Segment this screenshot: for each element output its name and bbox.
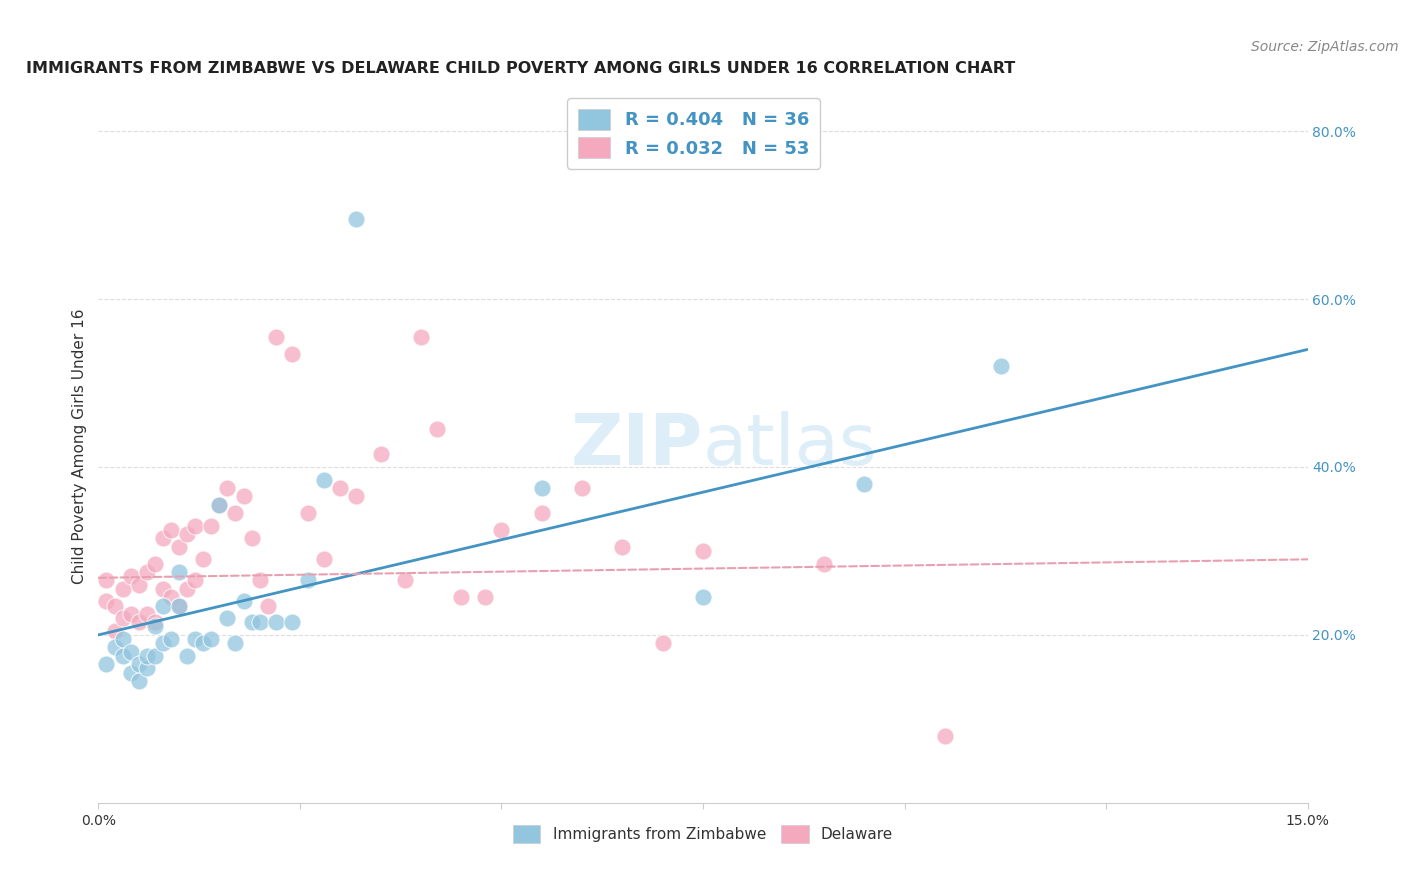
Point (409, 330, 432, 344)
Point (297, 574, 319, 588)
Point (103, 624, 125, 638)
Point (240, 532, 263, 546)
Point (96, 657, 118, 672)
Point (491, 523, 513, 537)
Point (217, 481, 239, 495)
Point (176, 648, 198, 663)
Point (143, 615, 166, 630)
Point (111, 632, 134, 646)
Point (934, 729, 956, 743)
Point (232, 489, 254, 503)
Point (143, 619, 166, 633)
Point (152, 582, 174, 596)
Point (143, 557, 166, 571)
Point (530, 481, 553, 495)
Point (176, 582, 198, 596)
Point (167, 540, 190, 554)
Point (426, 422, 449, 436)
Point (224, 506, 246, 520)
Point (184, 518, 207, 533)
Point (120, 569, 142, 583)
Point (224, 636, 246, 650)
Point (167, 599, 190, 613)
Point (167, 599, 190, 613)
Point (128, 577, 150, 591)
Point (208, 498, 231, 512)
Point (160, 523, 183, 537)
Point (344, 489, 367, 503)
Point (184, 632, 207, 646)
Point (103, 599, 125, 613)
Point (167, 565, 190, 579)
Point (314, 552, 336, 566)
Text: Source: ZipAtlas.com: Source: ZipAtlas.com (1251, 40, 1399, 54)
Text: atlas: atlas (703, 411, 877, 481)
Point (128, 657, 150, 672)
Point (111, 648, 134, 663)
Point (152, 532, 174, 546)
Point (200, 632, 222, 646)
Point (314, 473, 336, 487)
Point (128, 674, 150, 689)
Text: IMMIGRANTS FROM ZIMBABWE VS DELAWARE CHILD POVERTY AMONG GIRLS UNDER 16 CORRELAT: IMMIGRANTS FROM ZIMBABWE VS DELAWARE CHI… (25, 61, 1015, 76)
Point (651, 636, 673, 650)
Point (240, 615, 263, 630)
Point (152, 636, 174, 650)
Point (450, 590, 472, 604)
Text: ZIP: ZIP (571, 411, 703, 481)
Point (111, 611, 134, 625)
Point (176, 527, 198, 541)
Point (990, 359, 1012, 374)
Point (394, 574, 416, 588)
Point (111, 582, 134, 596)
Point (232, 594, 254, 608)
Point (96, 594, 118, 608)
Point (474, 590, 496, 604)
Point (135, 607, 157, 621)
Point (217, 611, 239, 625)
Point (184, 574, 207, 588)
Point (297, 506, 319, 520)
Point (344, 212, 367, 227)
Point (530, 506, 553, 520)
Point (208, 498, 231, 512)
Point (96, 574, 118, 588)
Point (692, 590, 714, 604)
Point (160, 632, 183, 646)
Point (152, 599, 174, 613)
Point (264, 330, 287, 344)
Point (281, 346, 304, 360)
Point (853, 476, 876, 491)
Point (200, 518, 222, 533)
Point (281, 615, 304, 630)
Legend: Immigrants from Zimbabwe, Delaware: Immigrants from Zimbabwe, Delaware (503, 816, 903, 852)
Point (120, 607, 142, 621)
Point (143, 648, 166, 663)
Point (135, 565, 157, 579)
Point (193, 636, 215, 650)
Point (135, 648, 157, 663)
Point (264, 615, 287, 630)
Y-axis label: Child Poverty Among Girls Under 16: Child Poverty Among Girls Under 16 (72, 309, 87, 583)
Point (329, 481, 352, 495)
Point (692, 544, 714, 558)
Point (103, 640, 125, 655)
Point (249, 574, 271, 588)
Point (120, 645, 142, 659)
Point (160, 590, 183, 604)
Point (813, 557, 835, 571)
Point (370, 447, 392, 461)
Point (256, 599, 278, 613)
Point (120, 665, 142, 680)
Point (128, 615, 150, 630)
Point (571, 481, 593, 495)
Point (612, 540, 634, 554)
Point (135, 661, 157, 675)
Point (249, 615, 271, 630)
Point (193, 552, 215, 566)
